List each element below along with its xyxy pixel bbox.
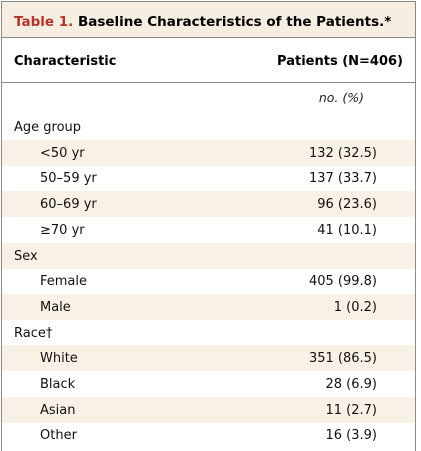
row-value: 1 (0.2) — [333, 299, 377, 315]
row-label: Asian — [40, 402, 76, 418]
table-row: <50 yr 132 (32.5) — [2, 139, 415, 166]
table-title-text: Baseline Characteristics of the Patients… — [77, 14, 392, 30]
table-row: 60–69 yr 96 (23.6) — [2, 191, 415, 218]
table-group-row: Race† — [2, 320, 415, 346]
row-value: 11 (2.7) — [325, 402, 378, 418]
table-title: Table 1. Baseline Characteristics of the… — [14, 14, 391, 30]
row-label: ≥70 yr — [40, 222, 85, 238]
row-value: 351 (86.5) — [308, 351, 377, 367]
row-label: 50–59 yr — [40, 171, 97, 187]
table-row: 50–59 yr 137 (33.7) — [2, 165, 415, 191]
column-unit-label: no. (%) — [318, 90, 364, 105]
row-label: Black — [40, 377, 76, 392]
table-row: Black 28 (6.9) — [2, 371, 415, 397]
table-title-bar: Table 1. Baseline Characteristics of the… — [2, 2, 415, 38]
column-header-characteristic: Characteristic — [14, 54, 117, 69]
row-value: 41 (10.1) — [317, 222, 377, 238]
table-number: Table 1. — [14, 14, 74, 30]
table-row: ≥70 yr 41 (10.1) — [2, 217, 415, 243]
group-label: Sex — [14, 248, 38, 264]
row-label: 60–69 yr — [40, 197, 97, 213]
table-row: Female 405 (99.8) — [2, 268, 415, 294]
row-value: 137 (33.7) — [308, 171, 377, 187]
group-label: Race† — [14, 325, 53, 341]
column-header-patients: Patients (N=406) — [277, 54, 403, 69]
header-divider — [2, 82, 415, 83]
table-group-row: Age group — [2, 114, 415, 140]
group-label: Age group — [14, 120, 82, 135]
row-label: Male — [40, 299, 71, 315]
row-value: 405 (99.8) — [308, 274, 377, 290]
row-label: White — [40, 351, 78, 367]
table-row: White 351 (86.5) — [2, 345, 415, 372]
row-label: <50 yr — [40, 145, 85, 161]
table-row: Other 16 (3.9) — [2, 422, 415, 448]
row-value: 16 (3.9) — [325, 428, 378, 444]
table-row: Asian 11 (2.7) — [2, 396, 415, 423]
row-label: Female — [40, 274, 88, 290]
row-value: 28 (6.9) — [325, 377, 378, 392]
row-label: Other — [40, 428, 77, 444]
row-value: 96 (23.6) — [317, 197, 377, 213]
table-group-row: Sex — [2, 242, 415, 269]
table-row: Male 1 (0.2) — [2, 293, 415, 320]
row-value: 132 (32.5) — [308, 145, 377, 161]
